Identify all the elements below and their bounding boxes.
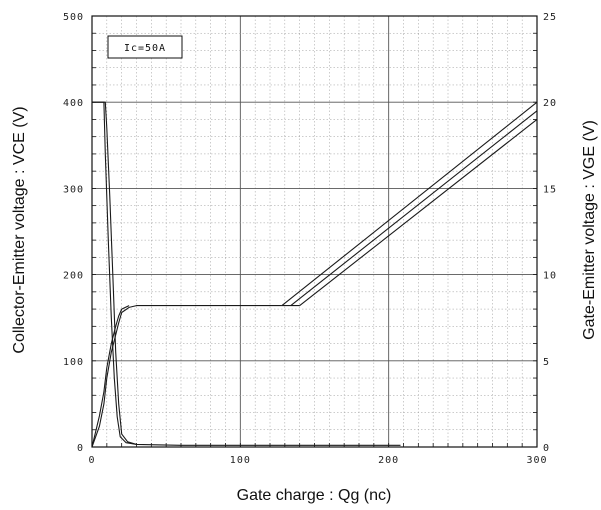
y-right-tick-label: 25 xyxy=(543,12,557,23)
series-line-4 xyxy=(91,305,130,448)
series-line-1 xyxy=(92,101,401,446)
series-line-3 xyxy=(91,305,282,448)
y-left-tick-label: 200 xyxy=(63,271,84,282)
x-tick-label: 300 xyxy=(526,455,547,466)
series-line-5 xyxy=(281,101,538,307)
y-right-axis-title: Gate-Emitter voltage : VGE (V) xyxy=(581,120,598,340)
x-axis-title: Gate charge : Qg (nc) xyxy=(237,487,392,504)
y-left-axis-title: Collector-Emitter voltage : VCE (V) xyxy=(11,106,28,353)
y-left-tick-label: 0 xyxy=(77,443,84,454)
series-line-7 xyxy=(299,118,538,307)
plot-frame xyxy=(91,15,538,448)
annotation-ic: Ic=50A xyxy=(124,43,166,54)
y-right-tick-label: 5 xyxy=(543,357,550,368)
y-left-tick-label: 500 xyxy=(63,12,84,23)
series-line-6 xyxy=(290,110,538,307)
y-left-tick-label: 300 xyxy=(63,184,84,195)
x-tick-label: 100 xyxy=(230,455,251,466)
grid xyxy=(92,16,537,447)
legend-box: Ic=50A xyxy=(107,35,183,59)
series-group xyxy=(91,101,538,448)
series-line-2 xyxy=(92,101,137,445)
x-tick-label: 0 xyxy=(88,455,95,466)
y-right-tick-label: 0 xyxy=(543,443,550,454)
x-tick-label: 200 xyxy=(378,455,399,466)
legend-frame xyxy=(107,35,183,59)
y-left-tick-label: 400 xyxy=(63,98,84,109)
y-right-tick-label: 20 xyxy=(543,98,557,109)
y-left-tick-label: 100 xyxy=(63,357,84,368)
y-right-tick-label: 10 xyxy=(543,271,557,282)
y-right-tick-label: 15 xyxy=(543,184,557,195)
